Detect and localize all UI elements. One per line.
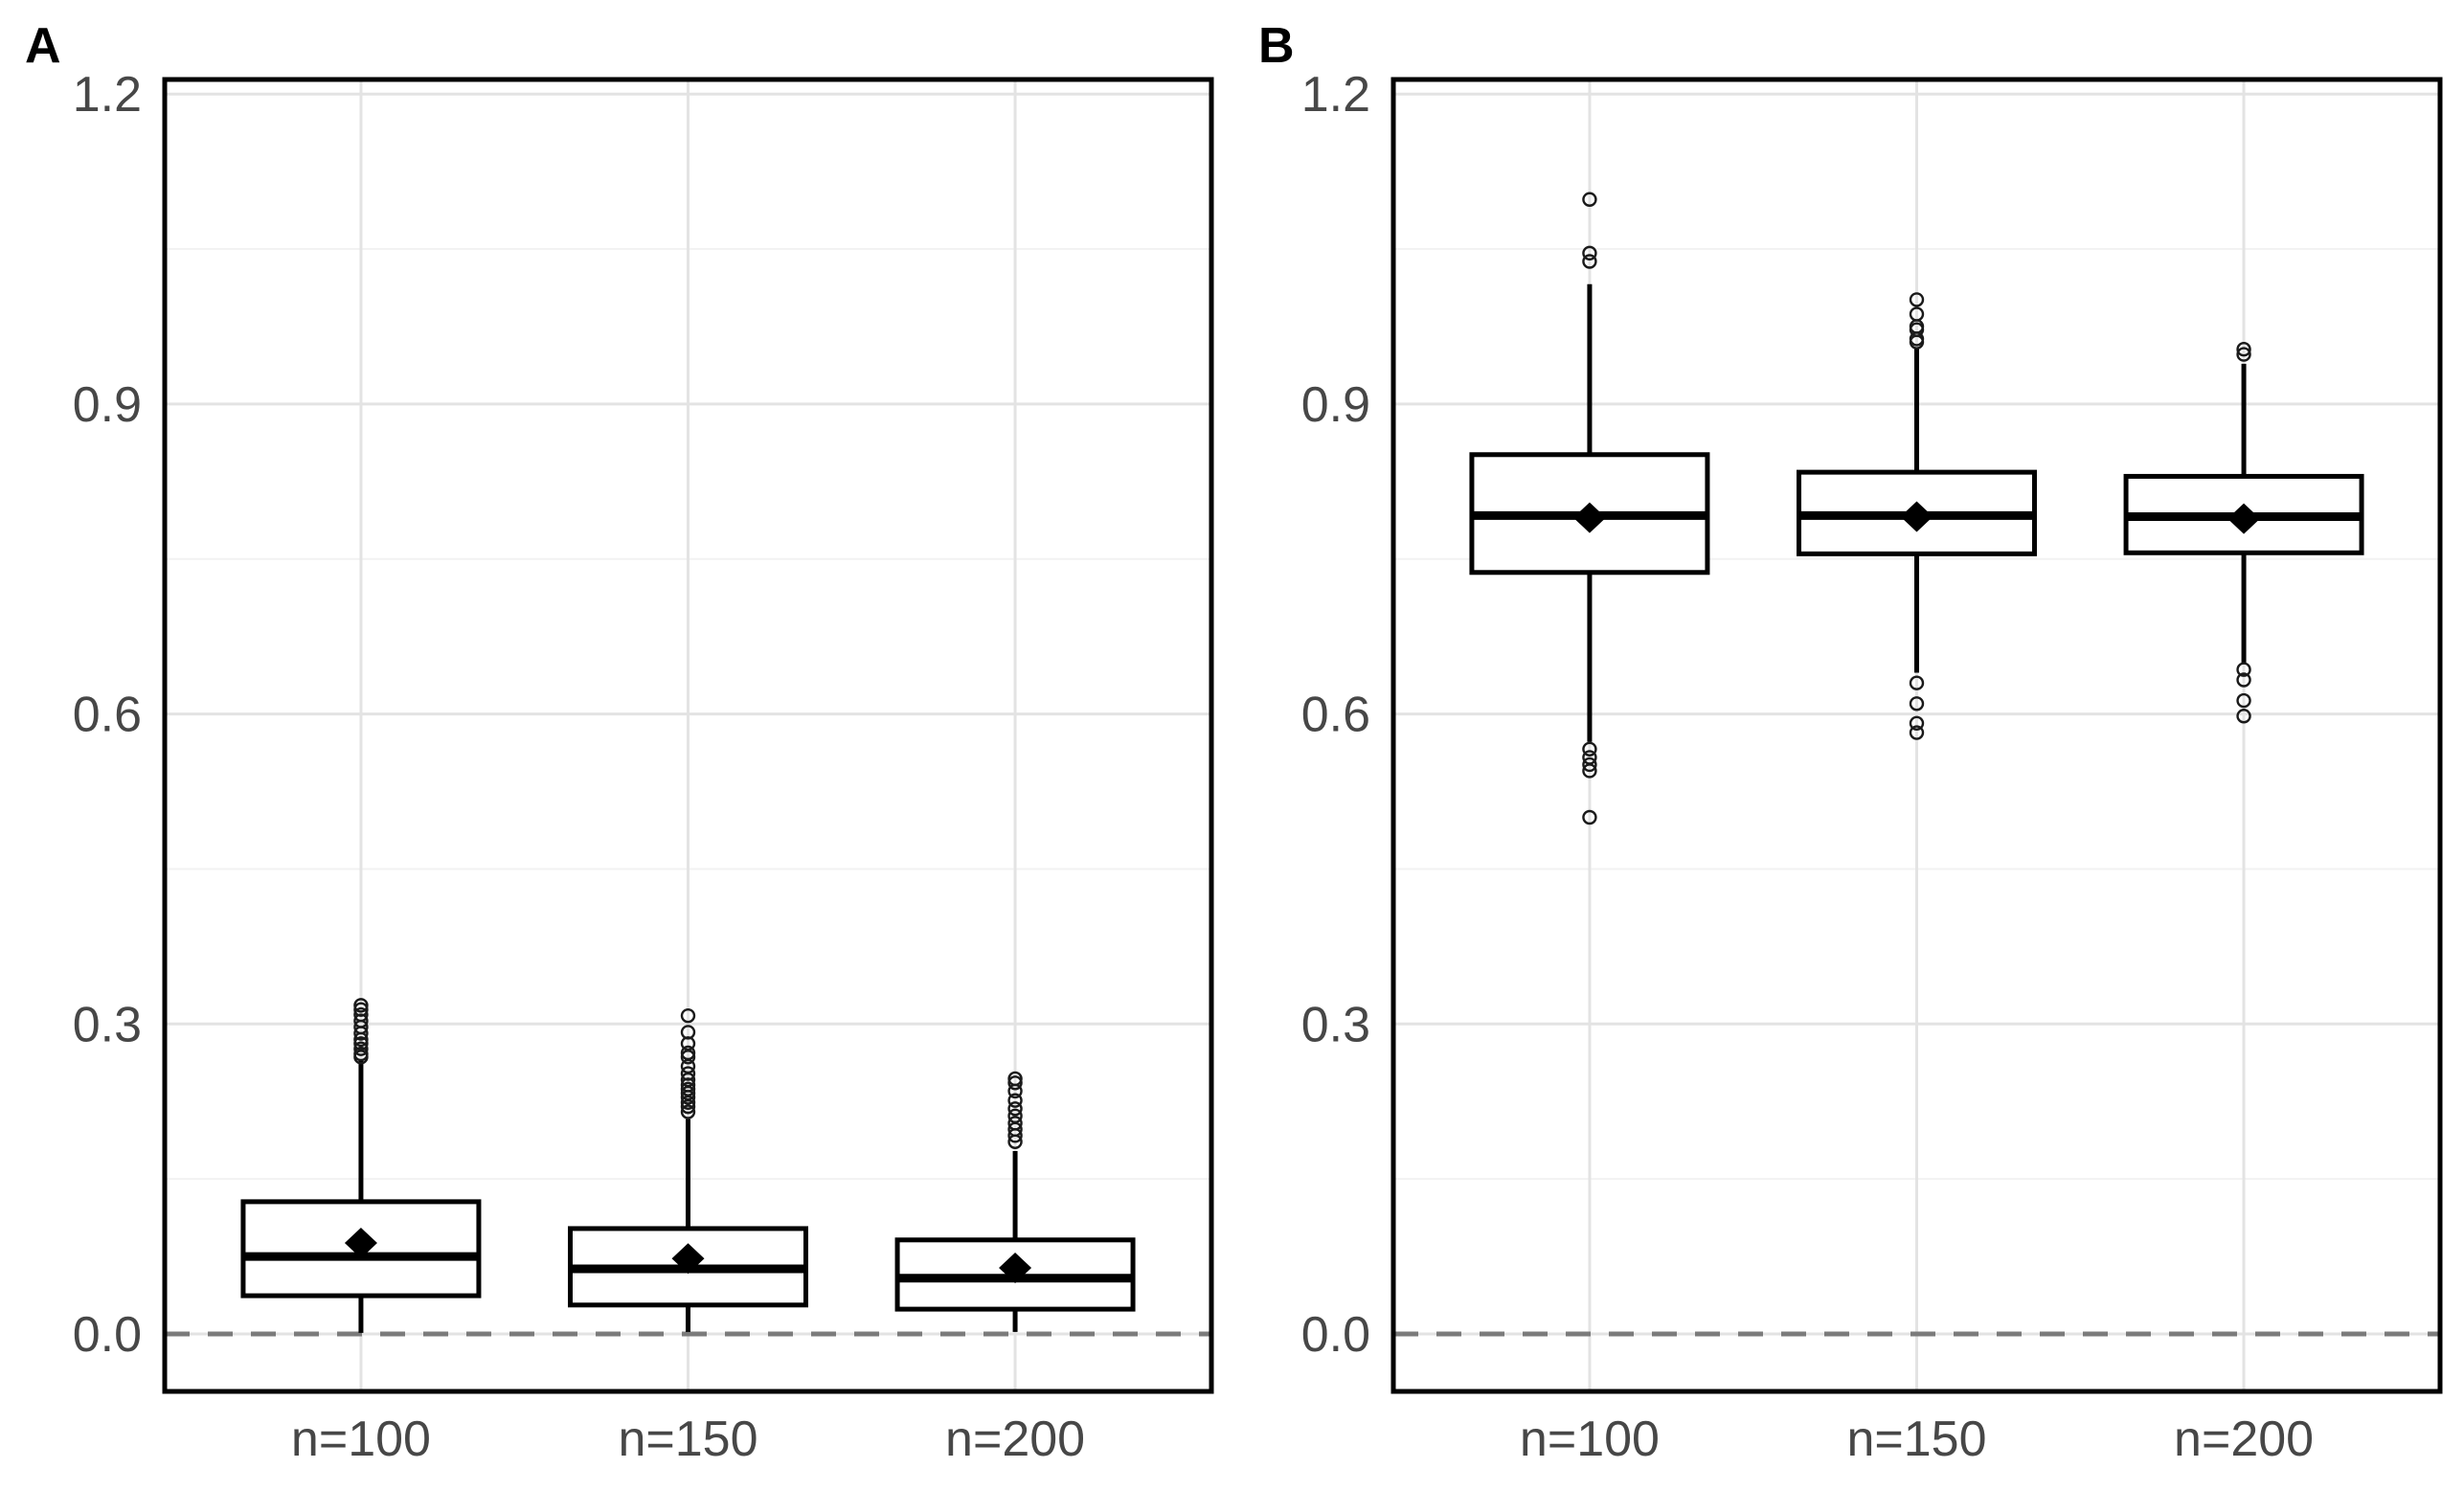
y-tick-label: 0.0 [1301,1307,1370,1363]
panel-border [1390,77,2443,1394]
x-tick-label: n=200 [945,1412,1085,1467]
y-tick-label: 1.2 [1301,67,1370,123]
panel-A: n=100 n=150 n=200 0.0 0.3 0.6 0.9 1.2 [73,67,1214,1467]
outlier-point [353,1006,369,1023]
outlier-point [1582,750,1597,765]
outlier-point [353,1046,369,1062]
outlier-point [1909,306,1925,322]
y-tick-label: 0.6 [1301,688,1370,743]
x-tick-label: n=100 [1520,1412,1660,1467]
outlier-point [1582,809,1597,825]
mean-diamond [1572,502,1606,533]
outlier-point [2236,692,2251,709]
outlier-point [1582,254,1597,269]
outlier-point [2236,347,2251,362]
outlier-point [1909,292,1925,307]
y-tick-label: 0.9 [73,377,142,433]
outlier-point [353,998,369,1013]
outlier-point [353,1036,369,1051]
outlier-point [680,1104,696,1119]
x-tick-label: n=150 [618,1412,757,1467]
boxplot-n=200 [894,1071,1136,1332]
outlier-point [1909,675,1925,690]
y-tick-label: 0.0 [73,1307,142,1363]
boxplot-n=100 [240,998,482,1333]
mean-diamond [999,1252,1032,1283]
panel-label-A: A [25,18,61,74]
outlier-point [680,1081,696,1096]
outlier-point [1582,741,1597,757]
boxplot-n=150 [1797,292,2037,740]
boxplot-n=150 [568,1007,808,1332]
x-tick-label: n=200 [2174,1412,2314,1467]
outlier-point [1582,757,1597,773]
outlier-point [1909,696,1925,712]
panel-B: n=100 n=150 n=200 0.0 0.3 0.6 0.9 1.2 [1301,67,2443,1467]
outlier-point [1007,1071,1023,1087]
mean-diamond [1900,501,1933,532]
mean-diamond [2227,503,2261,534]
outlier-point [1007,1116,1023,1131]
x-tick-label: n=100 [291,1412,431,1467]
outlier-point [1007,1093,1023,1108]
outlier-point [1582,192,1597,207]
outlier-point [680,1066,696,1081]
outlier-point [1582,245,1597,261]
outlier-point [353,1002,369,1017]
outlier-point [2236,342,2251,357]
outlier-point [2236,672,2251,688]
y-tick-label: 0.3 [73,997,142,1052]
outlier-point [680,1045,696,1061]
panel-border [162,77,1214,1394]
mean-diamond [344,1228,377,1259]
outlier-point [2236,662,2251,677]
outlier-point [1909,725,1925,740]
iqr-box [240,1199,482,1299]
y-tick-label: 0.3 [1301,997,1370,1052]
x-tick-label: n=150 [1846,1412,1986,1467]
panel-label-B: B [1258,18,1295,74]
boxplot-n=100 [1469,192,1710,825]
outlier-point [1007,1075,1023,1091]
outlier-point [1007,1108,1023,1124]
outlier-point [680,1025,696,1040]
outlier-point [353,1041,369,1056]
outlier-point [680,1007,696,1024]
boxplot-n=200 [2123,342,2364,724]
y-tick-label: 0.6 [73,688,142,743]
outlier-point [1007,1101,1023,1117]
outlier-point [1909,715,1925,732]
mean-diamond [671,1243,705,1275]
outlier-point [2236,709,2251,724]
y-tick-label: 1.2 [73,67,142,123]
y-tick-label: 0.9 [1301,377,1370,433]
